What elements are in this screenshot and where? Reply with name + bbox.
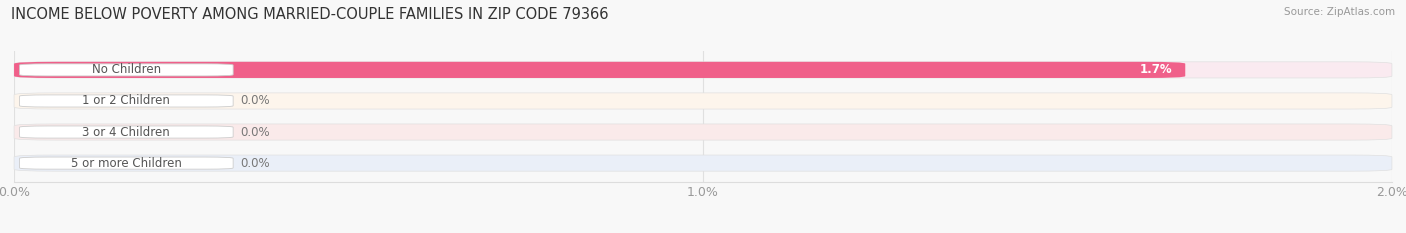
Text: 1.7%: 1.7%: [1139, 63, 1173, 76]
Text: 0.0%: 0.0%: [240, 157, 270, 170]
Text: Source: ZipAtlas.com: Source: ZipAtlas.com: [1284, 7, 1395, 17]
FancyBboxPatch shape: [14, 155, 1392, 171]
FancyBboxPatch shape: [1129, 64, 1182, 76]
FancyBboxPatch shape: [14, 124, 1392, 140]
Text: 1 or 2 Children: 1 or 2 Children: [83, 94, 170, 107]
FancyBboxPatch shape: [20, 126, 233, 138]
FancyBboxPatch shape: [14, 62, 1185, 78]
Text: 3 or 4 Children: 3 or 4 Children: [83, 126, 170, 139]
Text: 0.0%: 0.0%: [240, 94, 270, 107]
FancyBboxPatch shape: [20, 64, 233, 76]
FancyBboxPatch shape: [14, 62, 1392, 78]
Text: No Children: No Children: [91, 63, 160, 76]
FancyBboxPatch shape: [20, 95, 233, 107]
Text: INCOME BELOW POVERTY AMONG MARRIED-COUPLE FAMILIES IN ZIP CODE 79366: INCOME BELOW POVERTY AMONG MARRIED-COUPL…: [11, 7, 609, 22]
Text: 0.0%: 0.0%: [240, 126, 270, 139]
Text: 5 or more Children: 5 or more Children: [70, 157, 181, 170]
FancyBboxPatch shape: [20, 157, 233, 169]
FancyBboxPatch shape: [14, 93, 1392, 109]
